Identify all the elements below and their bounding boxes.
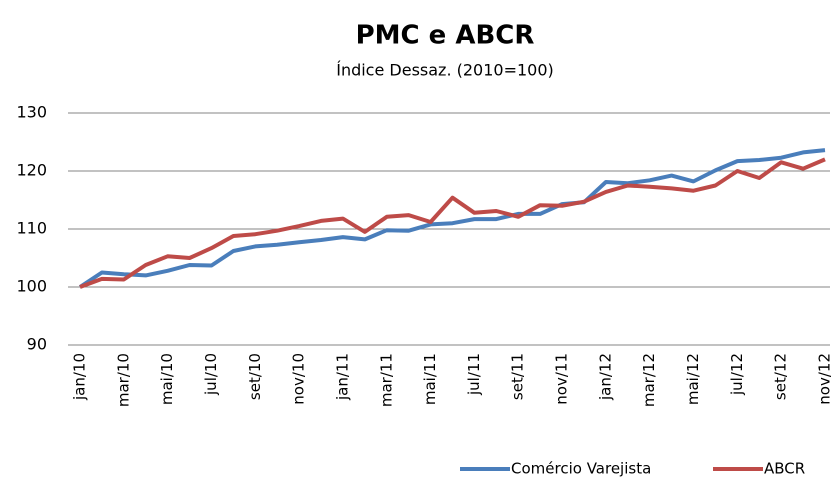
x-tick-label: nov/10: [290, 353, 308, 405]
y-tick-label: 110: [16, 219, 47, 238]
x-tick-label: mar/10: [114, 353, 132, 407]
x-tick-label: set/12: [772, 353, 790, 400]
chart-subtitle: Índice Dessaz. (2010=100): [336, 61, 554, 80]
data-line: [79, 157, 826, 289]
x-tick-label: jan/12: [596, 353, 614, 401]
x-tick-label: mai/10: [158, 353, 176, 405]
y-tick-label: 90: [27, 335, 47, 354]
x-tick-label: mar/11: [377, 353, 395, 407]
x-tick-label: nov/12: [816, 353, 834, 405]
x-tick-label: mar/12: [640, 353, 658, 407]
x-tick-label: mai/12: [684, 353, 702, 405]
x-tick-label: set/10: [246, 353, 264, 400]
x-tick-label: jul/11: [465, 353, 483, 396]
x-tick-label: jan/10: [71, 353, 89, 401]
x-tick-label: set/11: [509, 353, 527, 400]
y-tick-label: 120: [16, 161, 47, 180]
x-tick-label: jul/10: [202, 353, 220, 396]
x-tick-label: mai/11: [421, 353, 439, 405]
x-tick-label: nov/11: [553, 353, 571, 405]
x-tick-label: jul/12: [728, 353, 746, 396]
data-line: [78, 148, 826, 289]
y-tick-label: 100: [16, 277, 47, 296]
legend-label: ABCR: [764, 460, 805, 478]
legend-label: Comércio Varejista: [511, 460, 651, 478]
x-tick-label: jan/11: [333, 353, 351, 401]
y-tick-label: 130: [16, 103, 47, 122]
chart-title: PMC e ABCR: [356, 21, 535, 51]
